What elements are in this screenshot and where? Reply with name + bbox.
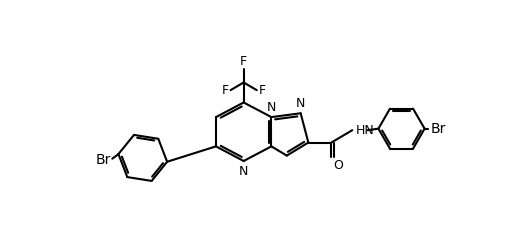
Text: HN: HN xyxy=(356,124,374,137)
Text: F: F xyxy=(259,84,265,97)
Text: F: F xyxy=(240,55,247,68)
Text: Br: Br xyxy=(431,122,446,136)
Text: O: O xyxy=(333,159,343,173)
Text: Br: Br xyxy=(95,153,111,167)
Text: N: N xyxy=(267,101,276,114)
Text: N: N xyxy=(239,165,248,178)
Text: F: F xyxy=(222,84,229,97)
Text: N: N xyxy=(296,97,305,110)
